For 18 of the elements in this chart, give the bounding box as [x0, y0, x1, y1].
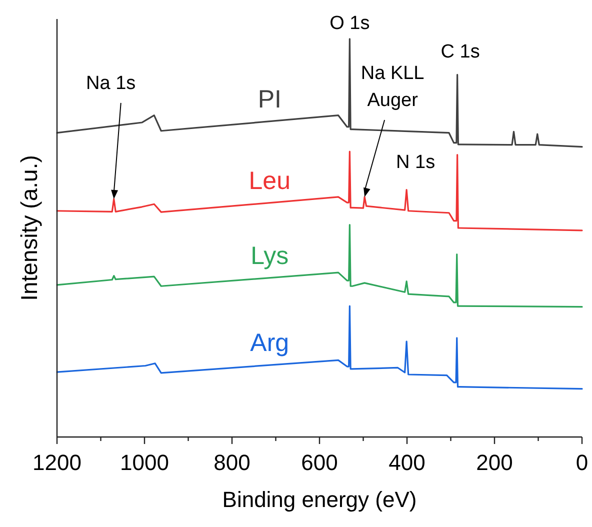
x-tick-label: 200	[476, 450, 513, 475]
x-tick-label: 800	[214, 450, 250, 475]
x-tick-label: 0	[576, 450, 588, 475]
series-label: Lys	[250, 242, 289, 270]
y-axis-title: Intensity (a.u.)	[16, 155, 42, 301]
annotation: C 1s	[440, 42, 480, 63]
series-label: Leu	[248, 166, 290, 195]
annotation: Na 1s	[86, 72, 136, 94]
x-tick-label: 400	[388, 450, 426, 475]
annotation: N 1s	[396, 152, 436, 173]
x-tick-label: 1000	[120, 450, 169, 475]
annotation: O 1s	[330, 12, 370, 34]
x-tick-label: 1200	[32, 450, 82, 475]
x-axis-title: Binding energy (eV)	[222, 487, 417, 512]
x-tick-label: 600	[301, 450, 338, 475]
annotation: Na KLL Auger	[360, 62, 424, 111]
series-label: PI	[258, 85, 282, 114]
series-label: Arg	[250, 329, 290, 358]
